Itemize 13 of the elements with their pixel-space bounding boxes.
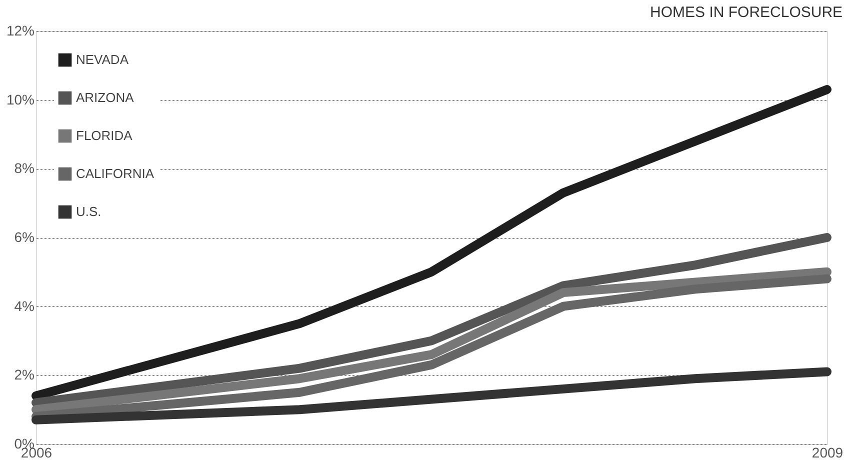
y-tick-label: 2% — [14, 366, 34, 383]
y-tick-label: 8% — [14, 160, 34, 176]
legend-label: ARIZONA — [76, 90, 134, 105]
chart-title: HOMES IN FORECLOSURE — [650, 4, 843, 21]
y-tick-label: 4% — [14, 298, 34, 314]
y-tick-label: 6% — [14, 229, 34, 245]
x-tick-label: 2009 — [812, 444, 844, 460]
y-tick-label: 12% — [6, 22, 34, 38]
legend-label: CALIFORNIA — [76, 166, 154, 181]
legend-label: U.S. — [76, 204, 102, 219]
y-tick-label: 10% — [6, 91, 34, 108]
legend-label: NEVADA — [76, 52, 129, 67]
legend-label: FLORIDA — [76, 128, 133, 143]
